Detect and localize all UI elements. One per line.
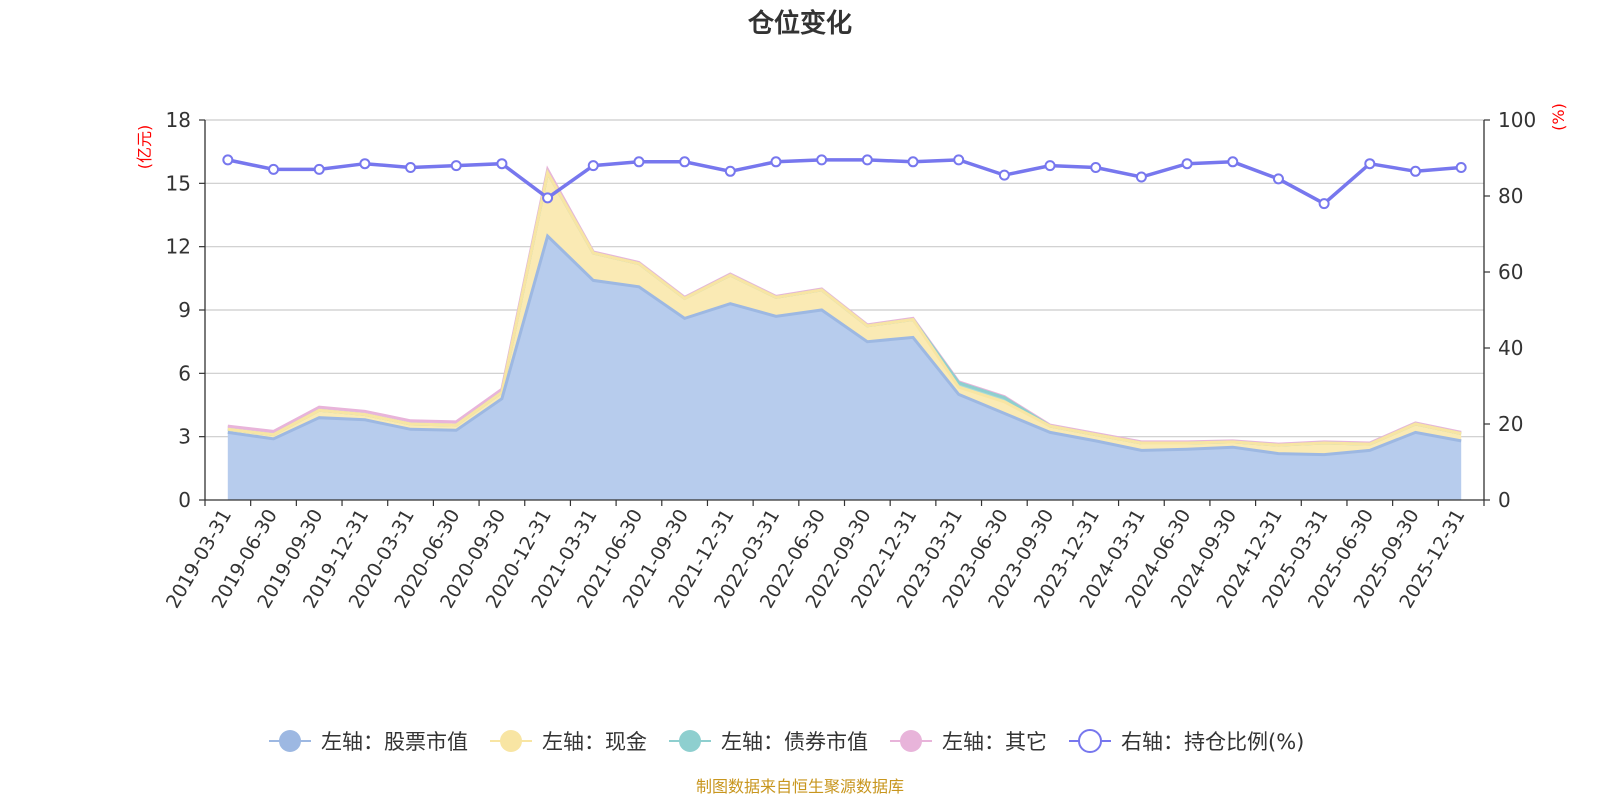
ratio-point-20	[1135, 171, 1147, 183]
legend-swatch-marker-4	[1078, 729, 1102, 753]
ratio-point-12	[770, 156, 782, 168]
ratio-point-18	[1044, 160, 1056, 172]
ratio-point-3	[359, 158, 371, 170]
ratio-point-23	[1272, 173, 1284, 185]
legend-label-4: 右轴：持仓比例(%)	[1121, 730, 1304, 754]
chart-title: 仓位变化	[747, 8, 852, 39]
ratio-point-0	[222, 154, 234, 166]
right-axis-unit: (%)	[1549, 103, 1568, 131]
right-tick-label-5: 100	[1498, 108, 1536, 132]
legend-label-3: 左轴：其它	[942, 730, 1047, 754]
legend-swatch-marker-0	[279, 730, 301, 752]
legend-item-0[interactable]: 左轴：股票市值	[269, 730, 468, 754]
ratio-point-17	[998, 169, 1010, 181]
ratio-point-5	[450, 160, 462, 172]
ratio-line	[227, 158, 1462, 206]
left-tick-label-0: 0	[178, 488, 191, 512]
left-tick-label-3: 9	[178, 298, 191, 322]
left-tick-label-2: 6	[178, 361, 191, 385]
legend-label-2: 左轴：债券市值	[721, 730, 868, 754]
legend-label-0: 左轴：股票市值	[321, 730, 468, 754]
area-line-0	[227, 233, 1462, 457]
legend-swatch-marker-2	[679, 730, 701, 752]
ratio-point-25	[1364, 158, 1376, 170]
ratio-point-14	[861, 154, 873, 166]
ratio-point-4	[405, 162, 417, 173]
ratio-point-21	[1181, 158, 1193, 170]
legend-item-1[interactable]: 左轴：现金	[490, 730, 647, 754]
ratio-series	[222, 154, 1467, 210]
ratio-point-16	[953, 154, 965, 166]
ratio-point-1	[268, 163, 280, 175]
legend-label-1: 左轴：现金	[542, 730, 647, 754]
ratio-point-6	[496, 158, 508, 170]
ratio-point-26	[1409, 165, 1421, 177]
area-0	[227, 236, 1462, 500]
left-tick-label-5: 15	[166, 171, 191, 195]
legend-item-3[interactable]: 左轴：其它	[890, 730, 1047, 754]
ratio-point-24	[1318, 198, 1330, 210]
legend-swatch-marker-1	[500, 730, 522, 752]
left-tick-label-4: 12	[166, 235, 191, 259]
ratio-point-15	[907, 156, 919, 168]
ratio-point-2	[313, 163, 325, 175]
area-layers	[227, 165, 1462, 500]
left-tick-label-1: 3	[178, 425, 191, 449]
ratio-point-10	[679, 156, 691, 168]
right-tick-label-0: 0	[1498, 488, 1511, 512]
right-tick-label-2: 40	[1498, 336, 1523, 360]
ratio-point-27	[1455, 162, 1467, 173]
right-tick-label-3: 60	[1498, 260, 1523, 284]
ratio-point-8	[587, 160, 599, 172]
data-source-note: 制图数据来自恒生聚源数据库	[696, 777, 904, 796]
right-tick-label-4: 80	[1498, 184, 1523, 208]
right-tick-label-1: 20	[1498, 412, 1523, 436]
area-line-1	[227, 168, 1462, 447]
left-axis-unit: (亿元)	[135, 125, 154, 170]
legend: 左轴：股票市值 左轴：现金 左轴：债券市值 左轴：其它 右轴：持仓比例(%)	[269, 729, 1304, 754]
ratio-point-13	[816, 154, 828, 166]
legend-swatch-marker-3	[900, 730, 922, 752]
ratio-point-22	[1227, 156, 1239, 168]
ratio-point-11	[724, 165, 736, 177]
area-1	[227, 172, 1462, 455]
legend-item-4[interactable]: 右轴：持仓比例(%)	[1069, 729, 1304, 754]
ratio-point-19	[1090, 162, 1102, 173]
ratio-point-7	[542, 192, 554, 204]
legend-item-2[interactable]: 左轴：债券市值	[669, 730, 868, 754]
ratio-point-9	[633, 156, 645, 168]
left-tick-label-6: 18	[166, 108, 191, 132]
